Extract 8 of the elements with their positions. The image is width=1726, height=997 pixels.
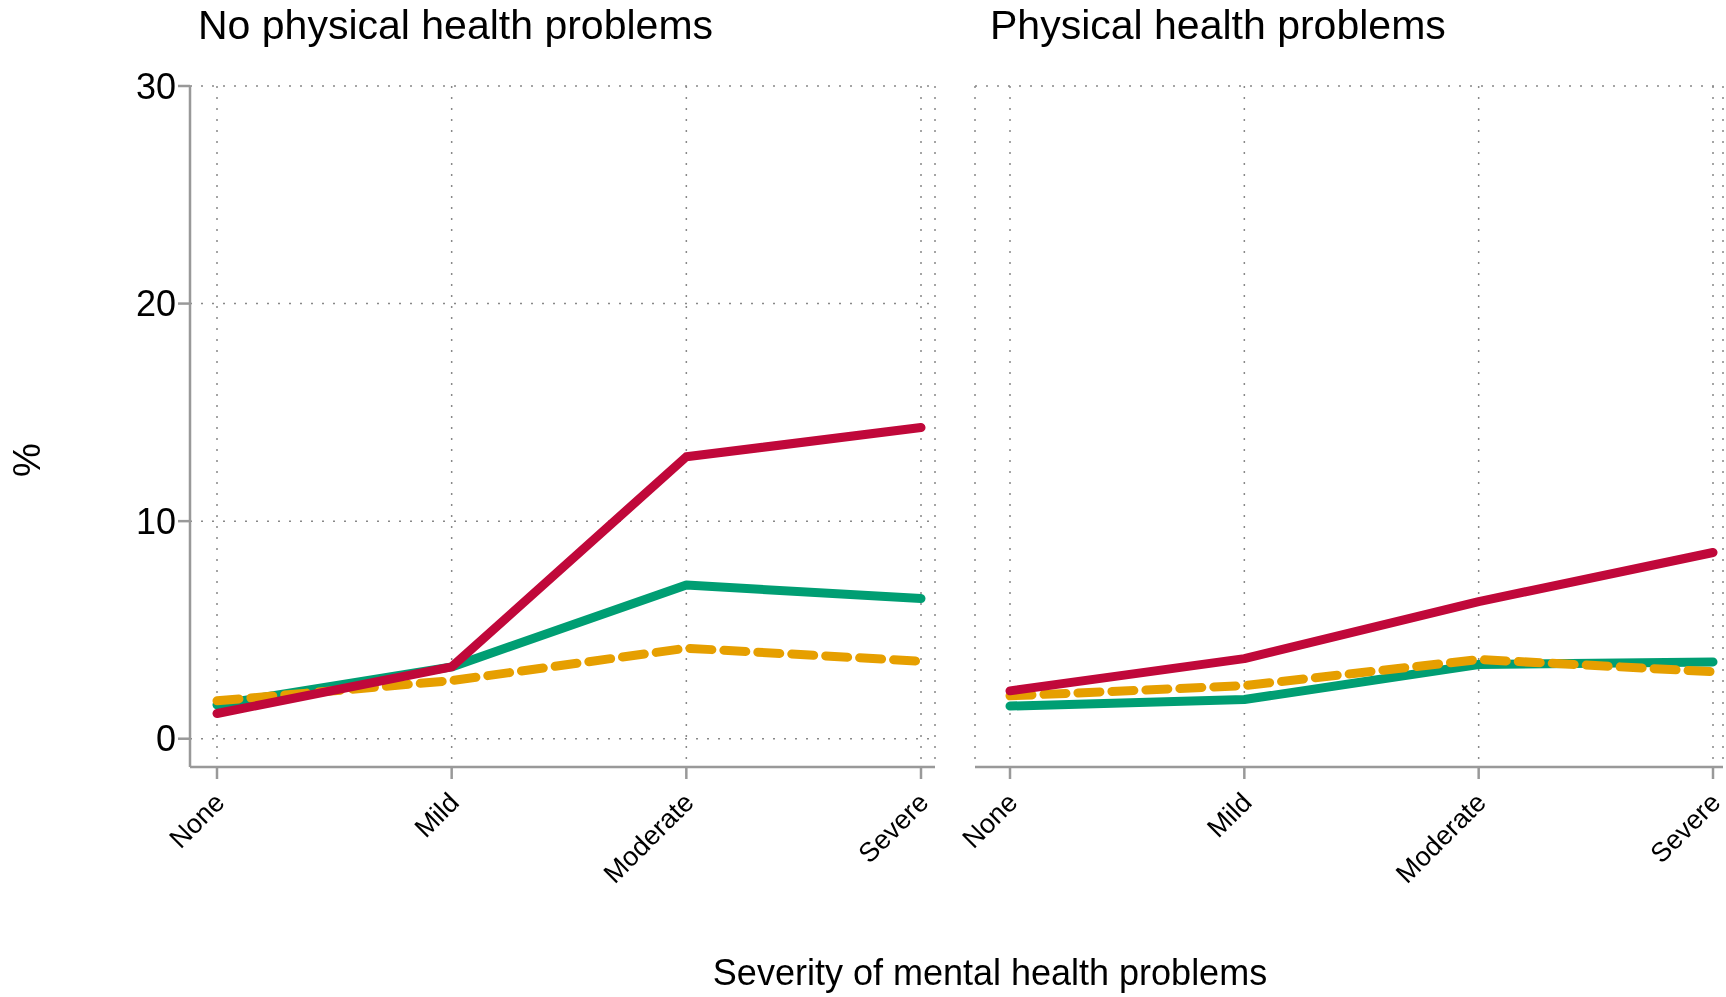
- chart-title: Physical health problems: [990, 2, 1446, 49]
- chart-title: No physical health problems: [198, 2, 714, 49]
- y-axis-title: %: [5, 442, 49, 479]
- y-tick-label: 0: [155, 718, 176, 760]
- y-tick-label: 30: [135, 65, 176, 107]
- x-axis-title: Severity of mental health problems: [711, 952, 1269, 994]
- y-tick-label: 20: [135, 283, 176, 325]
- y-tick-label: 10: [135, 500, 176, 542]
